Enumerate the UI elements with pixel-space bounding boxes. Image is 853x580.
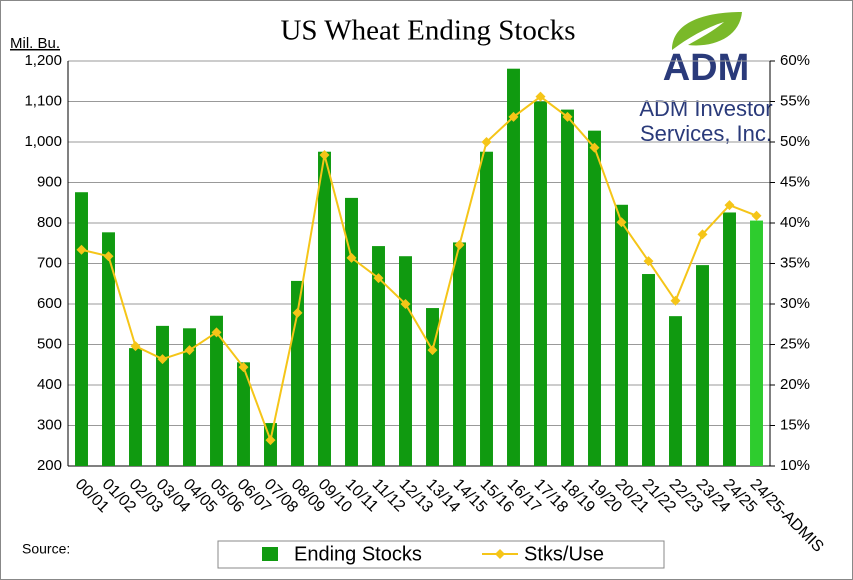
marker <box>427 345 438 356</box>
bar <box>426 308 439 466</box>
bar <box>480 151 493 466</box>
y-axis-label: Mil. Bu. <box>10 35 60 52</box>
bar <box>696 265 709 466</box>
y2-tick-label: 50% <box>780 133 810 150</box>
y2-tick-label: 55% <box>780 92 810 109</box>
marker <box>481 137 492 147</box>
bar <box>507 68 520 466</box>
y-tick-label: 400 <box>37 376 62 393</box>
bar <box>129 348 142 466</box>
marker <box>589 142 600 153</box>
y2-tick-label: 25% <box>780 335 810 352</box>
marker <box>535 91 546 102</box>
y2-tick-label: 10% <box>780 457 810 474</box>
chart-title: US Wheat Ending Stocks <box>280 15 575 47</box>
bar <box>183 328 196 466</box>
bar <box>723 212 736 466</box>
marker <box>562 111 573 122</box>
logo-line: ADM Investor <box>639 96 772 121</box>
y-tick-label: 700 <box>37 254 62 271</box>
marker <box>319 149 330 160</box>
marker <box>643 256 654 267</box>
y-tick-label: 1,100 <box>24 92 62 109</box>
bar <box>318 151 331 466</box>
marker <box>265 435 276 446</box>
bar <box>345 197 358 466</box>
y2-tick-label: 45% <box>780 173 810 190</box>
legend-box <box>217 540 665 569</box>
marker <box>238 362 249 373</box>
bar <box>372 246 385 466</box>
y2-tick-label: 60% <box>780 52 810 69</box>
legend-label: Stks/Use <box>524 543 604 565</box>
y-tick-label: 1,000 <box>24 133 62 150</box>
bar <box>750 220 763 466</box>
marker <box>670 295 681 306</box>
bar <box>210 315 223 466</box>
marker <box>697 229 708 240</box>
marker <box>751 210 762 221</box>
line <box>81 95 757 444</box>
marker <box>400 299 411 309</box>
marker <box>157 354 168 365</box>
marker <box>130 341 141 352</box>
y-tick-label: 1,200 <box>24 52 62 69</box>
y-tick-label: 900 <box>37 173 62 190</box>
y-tick-label: 600 <box>37 295 62 312</box>
marker <box>508 111 519 122</box>
bar <box>588 130 601 466</box>
y2-tick-label: 15% <box>780 416 810 433</box>
bar <box>399 256 412 466</box>
y-tick-label: 500 <box>37 335 62 352</box>
bar <box>561 109 574 466</box>
marker <box>373 273 384 284</box>
y-tick-label: 800 <box>37 214 62 231</box>
marker <box>724 200 735 211</box>
legend-swatch <box>262 547 278 561</box>
y-tick-label: 200 <box>37 457 62 474</box>
logo-brand: ADM <box>663 47 750 89</box>
bar <box>615 204 628 466</box>
y2-tick-label: 20% <box>780 376 810 393</box>
marker <box>211 327 222 338</box>
marker <box>292 307 303 318</box>
legend-swatch <box>495 549 505 559</box>
marker <box>616 217 627 228</box>
bar <box>156 325 169 466</box>
marker <box>76 244 87 255</box>
y2-tick-label: 30% <box>780 295 810 312</box>
bar <box>534 101 547 466</box>
y2-tick-label: 40% <box>780 214 810 231</box>
bar <box>75 192 88 466</box>
marker <box>454 239 465 250</box>
y-tick-label: 300 <box>37 416 62 433</box>
logo-leaf <box>672 12 742 50</box>
bar <box>102 232 115 466</box>
source: Source: <box>22 541 70 557</box>
bar <box>237 362 250 466</box>
y2-tick-label: 35% <box>780 254 810 271</box>
bar <box>453 242 466 466</box>
marker <box>346 252 357 263</box>
bar <box>642 274 655 466</box>
marker <box>103 251 114 262</box>
marker <box>184 345 195 356</box>
legend-label: Ending Stocks <box>294 543 422 565</box>
bar <box>669 316 682 466</box>
